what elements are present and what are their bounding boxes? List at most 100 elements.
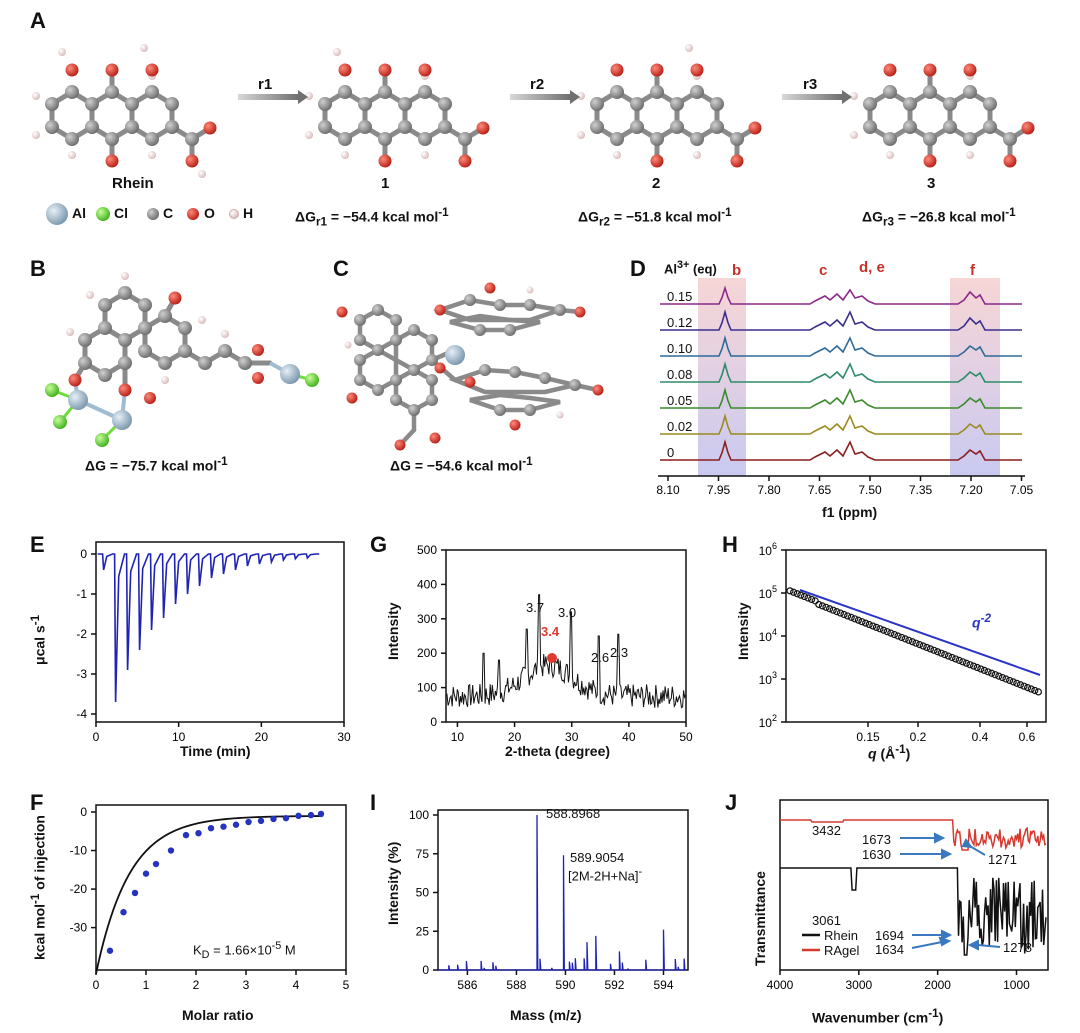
saxs-point (807, 595, 816, 604)
panel-label-g: G (370, 532, 388, 557)
x-tick-label: 10 (451, 730, 465, 744)
panel-label-j: J (725, 790, 738, 815)
nmr-trace (660, 387, 1022, 409)
saxs-point (789, 588, 798, 596)
legend-label-al: Al (72, 205, 86, 221)
panel-b-complex (45, 272, 319, 447)
x-tick-label: 1 (143, 978, 150, 992)
y-tick-label: 75 (416, 847, 430, 861)
panel-b-energy: ΔG = −75.7 kcal mol-1 (85, 455, 228, 474)
panel-label-i: I (370, 790, 377, 815)
eq-value: 0.05 (667, 393, 693, 408)
y-tick-label: 25 (416, 924, 430, 938)
data-point (295, 812, 302, 820)
y-tick-label: 100 (417, 681, 437, 695)
saxs-point (898, 633, 906, 642)
panel-f-binding: 0 1 2 3 4 5 0 -10 -20 -30 (70, 804, 350, 992)
x-tick-label: 594 (653, 978, 673, 992)
panel-d-xlabel: f1 (ppm) (822, 504, 878, 520)
y-tick-label: -4 (76, 707, 87, 721)
saxs-point (829, 606, 837, 614)
y-tick-label: 0 (80, 547, 87, 561)
legend-cl-sphere (96, 207, 110, 221)
peak-3-4: 3.4 (541, 624, 560, 639)
peak-label-adduct: [2M-2H+Na]- (568, 866, 643, 884)
energy-r2: ΔGr2 = −51.8 kcal mol-1 (578, 206, 732, 229)
eq-header: Al3+ (eq) (664, 259, 717, 277)
saxs-point (901, 635, 909, 643)
panel-label-f: F (30, 790, 44, 815)
y-tick-label: 105 (759, 584, 777, 601)
highlight-band-f (950, 278, 1000, 476)
x-tick-label: 20 (508, 730, 522, 744)
peak-3-0: 3.0 (558, 605, 577, 620)
panel-label-d: D (630, 256, 646, 281)
saxs-point (865, 620, 873, 629)
y-tick-label: 104 (759, 627, 777, 644)
x-tick-label: 2 (193, 978, 200, 992)
saxs-point (912, 639, 920, 647)
panel-i-ms: 586 588 590 592 594 0 25 50 75 100 (409, 808, 689, 992)
saxs-point (988, 669, 996, 677)
annot-1694: 1694 (875, 928, 904, 943)
saxs-point (1016, 681, 1024, 689)
x-tick-label: 8.10 (656, 483, 680, 497)
x-tick-label: 2000 (924, 978, 951, 992)
peak-label-de: d, e (859, 259, 885, 276)
data-point (207, 824, 215, 832)
nmr-trace (660, 413, 1022, 435)
y-tick-label: 0 (422, 963, 429, 977)
saxs-point (833, 608, 841, 616)
saxs-point (937, 649, 945, 657)
mass-spectrum (438, 814, 686, 971)
saxs-point (1031, 686, 1039, 695)
saxs-point (883, 628, 891, 636)
saxs-point (919, 642, 927, 650)
y-tick-label: 500 (417, 543, 437, 557)
panel-d-nmr: 8.10 7.95 7.80 7.65 7.50 7.35 7.20 7.05 (656, 278, 1034, 497)
saxs-point (941, 651, 949, 659)
panel-label-a: A (30, 8, 46, 33)
saxs-point (977, 665, 985, 673)
saxs-point (1009, 678, 1017, 686)
saxs-point (1020, 682, 1028, 690)
annot-3061: 3061 (812, 913, 841, 928)
highlight-band-b (698, 278, 746, 476)
energy-r1: ΔGr1 = −54.4 kcal mol-1 (295, 206, 449, 229)
nmr-trace (660, 439, 1022, 461)
saxs-point (926, 645, 934, 653)
y-tick-label: 0 (430, 715, 437, 729)
saxs-point (887, 629, 895, 637)
saxs-point (1013, 679, 1021, 687)
peak-label-f: f (970, 262, 975, 279)
panel-c-complex (336, 282, 604, 451)
saxs-point (872, 623, 880, 632)
arrow-label-r1: r1 (258, 76, 273, 93)
saxs-point (1006, 676, 1014, 685)
data-point (257, 817, 265, 825)
data-point (167, 847, 175, 854)
y-tick-label: 200 (417, 646, 437, 660)
saxs-point (843, 612, 852, 620)
data-point (182, 831, 190, 839)
x-tick-label: 30 (565, 730, 579, 744)
panel-g-ylabel: Intensity (385, 602, 401, 660)
y-tick-label: -10 (70, 844, 88, 858)
y-tick-label: 0 (80, 805, 87, 819)
panel-label-h: H (722, 532, 738, 557)
annot-1271: 1271 (988, 852, 1017, 867)
nmr-trace (660, 309, 1022, 331)
panel-e-itc: 0 10 20 30 0 -1 -2 -3 -4 (76, 541, 351, 744)
panel-c-energy: ΔG = −54.6 kcal mol-1 (390, 455, 533, 474)
data-point (282, 814, 290, 822)
annot-3432: 3432 (812, 823, 841, 838)
saxs-point (894, 632, 902, 640)
x-tick-label: 7.20 (959, 483, 983, 497)
y-tick-label: 103 (759, 670, 777, 687)
x-tick-label: 0 (93, 978, 100, 992)
x-tick-label: 5 (343, 978, 350, 992)
molecule-label-rhein: Rhein (112, 175, 154, 192)
annot-1630: 1630 (862, 847, 891, 862)
x-tick-label: 50 (679, 730, 693, 744)
x-tick-label: 40 (622, 730, 636, 744)
